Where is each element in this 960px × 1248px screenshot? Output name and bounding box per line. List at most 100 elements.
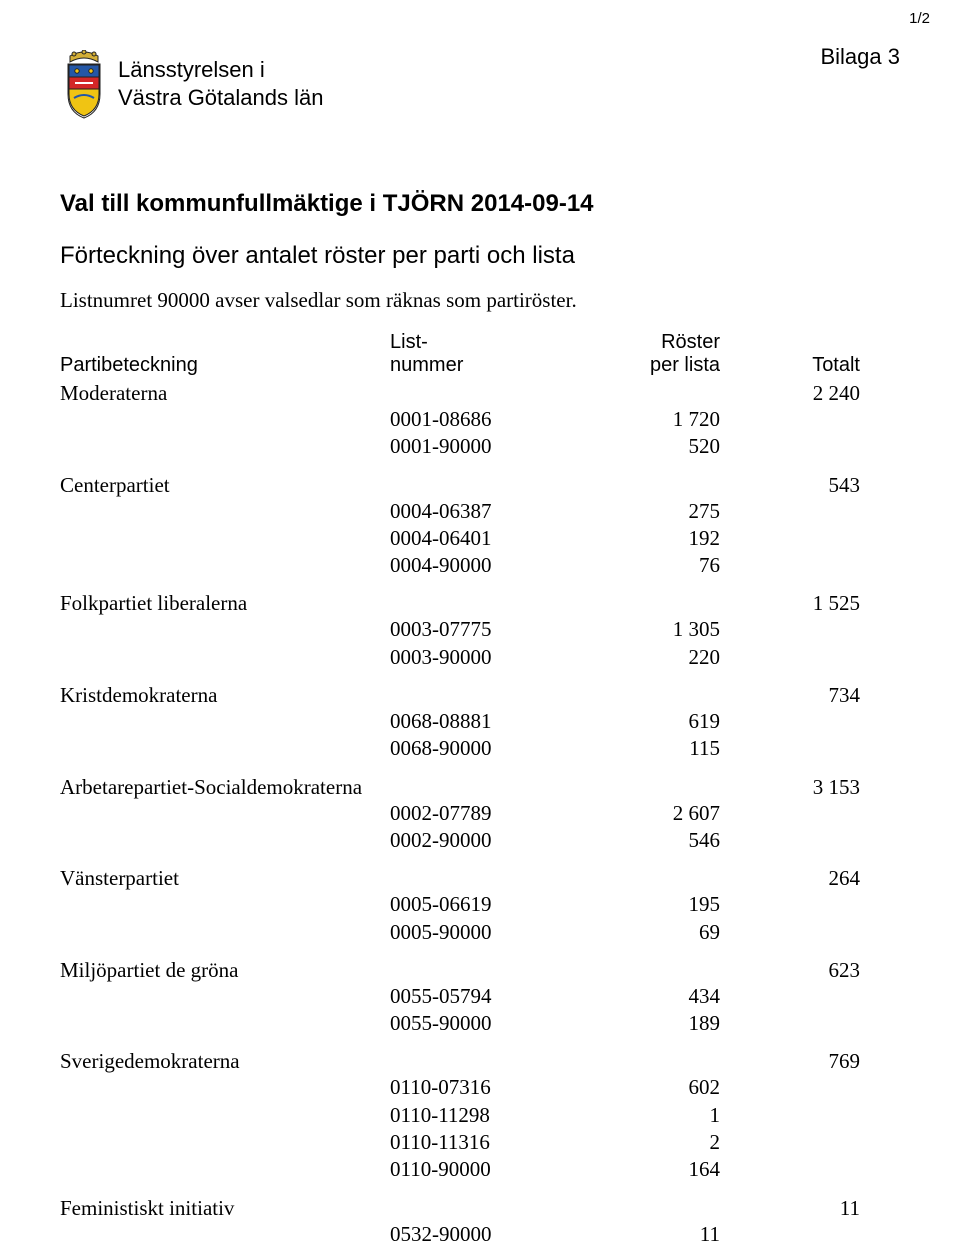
document-title: Val till kommunfullmäktige i TJÖRN 2014-…: [60, 190, 900, 218]
list-row: 0001-086861 720: [60, 406, 900, 433]
party-total: 11: [560, 1196, 860, 1221]
list-votes: 520: [560, 433, 720, 460]
list-number: 0002-90000: [390, 827, 560, 854]
list-row: 0002-90000546: [60, 827, 900, 854]
list-row: 0110-112981: [60, 1102, 900, 1129]
party-total: 264: [560, 866, 860, 891]
list-row: 0002-077892 607: [60, 800, 900, 827]
list-number: 0068-08881: [390, 708, 560, 735]
list-row: 0003-90000220: [60, 644, 900, 671]
party-row: Arbetarepartiet-Socialdemokraterna3 153: [60, 775, 900, 800]
party-total: 1 525: [560, 591, 860, 616]
list-votes: 164: [560, 1156, 720, 1183]
note-text: Listnumret 90000 avser valsedlar som räk…: [60, 288, 900, 313]
list-row: 0005-9000069: [60, 919, 900, 946]
party-row: Miljöpartiet de gröna623: [60, 958, 900, 983]
list-number: 0005-90000: [390, 919, 560, 946]
list-number: 0004-90000: [390, 552, 560, 579]
list-number: 0055-05794: [390, 983, 560, 1010]
list-votes: 76: [560, 552, 720, 579]
party-total: 734: [560, 683, 860, 708]
list-number: 0003-90000: [390, 644, 560, 671]
list-row: 0110-90000164: [60, 1156, 900, 1183]
party-name: Vänsterpartiet: [60, 866, 560, 891]
header-perlista-1: Röster: [560, 331, 720, 354]
header-listnum-1: List-: [390, 331, 560, 354]
header-total: Totalt: [812, 354, 860, 376]
list-votes: 546: [560, 827, 720, 854]
list-votes: 11: [560, 1221, 720, 1248]
list-votes: 192: [560, 525, 720, 552]
party-row: Sverigedemokraterna769: [60, 1049, 900, 1074]
org-line-1: Länsstyrelsen i: [118, 56, 323, 84]
party-total: 2 240: [560, 381, 860, 406]
list-row: 0004-06387275: [60, 498, 900, 525]
party-name: Centerpartiet: [60, 473, 560, 498]
header-block: Länsstyrelsen i Västra Götalands län: [60, 50, 900, 120]
list-number: 0110-11298: [390, 1102, 560, 1129]
list-number: 0001-08686: [390, 406, 560, 433]
list-votes: 434: [560, 983, 720, 1010]
list-number: 0110-90000: [390, 1156, 560, 1183]
list-votes: 220: [560, 644, 720, 671]
party-total: 623: [560, 958, 860, 983]
list-votes: 69: [560, 919, 720, 946]
party-row: Kristdemokraterna734: [60, 683, 900, 708]
party-name: Folkpartiet liberalerna: [60, 591, 560, 616]
list-row: 0110-113162: [60, 1129, 900, 1156]
list-number: 0110-07316: [390, 1074, 560, 1101]
list-number: 0001-90000: [390, 433, 560, 460]
page-number: 1/2: [909, 10, 930, 27]
list-row: 0055-90000189: [60, 1010, 900, 1037]
party-name: Sverigedemokraterna: [60, 1049, 560, 1074]
list-row: 0005-06619195: [60, 891, 900, 918]
list-number: 0068-90000: [390, 735, 560, 762]
list-number: 0005-06619: [390, 891, 560, 918]
list-votes: 195: [560, 891, 720, 918]
party-name: Moderaterna: [60, 381, 560, 406]
header-listnum-2: nummer: [390, 354, 560, 377]
list-row: 0055-05794434: [60, 983, 900, 1010]
list-votes: 2: [560, 1129, 720, 1156]
list-row: 0532-9000011: [60, 1221, 900, 1248]
party-row: Feministiskt initiativ11: [60, 1196, 900, 1221]
party-total: 3 153: [560, 775, 860, 800]
party-row: Centerpartiet543: [60, 473, 900, 498]
document-subtitle: Förteckning över antalet röster per part…: [60, 242, 900, 270]
party-row: Moderaterna2 240: [60, 381, 900, 406]
attachment-label: Bilaga 3: [820, 44, 900, 70]
list-votes: 2 607: [560, 800, 720, 827]
list-row: 0001-90000520: [60, 433, 900, 460]
organization-name: Länsstyrelsen i Västra Götalands län: [118, 56, 323, 111]
list-votes: 1 720: [560, 406, 720, 433]
list-votes: 602: [560, 1074, 720, 1101]
list-number: 0110-11316: [390, 1129, 560, 1156]
header-perlista-2: per lista: [560, 354, 720, 377]
list-number: 0003-07775: [390, 616, 560, 643]
header-party: Partibeteckning: [60, 354, 198, 376]
party-name: Arbetarepartiet-Socialdemokraterna: [60, 775, 560, 800]
list-votes: 115: [560, 735, 720, 762]
org-line-2: Västra Götalands län: [118, 84, 323, 112]
list-row: 0004-9000076: [60, 552, 900, 579]
party-name: Feministiskt initiativ: [60, 1196, 560, 1221]
list-row: 0004-06401192: [60, 525, 900, 552]
list-row: 0003-077751 305: [60, 616, 900, 643]
list-row: 0068-90000115: [60, 735, 900, 762]
list-number: 0002-07789: [390, 800, 560, 827]
party-row: Folkpartiet liberalerna1 525: [60, 591, 900, 616]
list-number: 0532-90000: [390, 1221, 560, 1248]
list-votes: 619: [560, 708, 720, 735]
list-row: 0110-07316602: [60, 1074, 900, 1101]
list-votes: 1: [560, 1102, 720, 1129]
party-name: Miljöpartiet de gröna: [60, 958, 560, 983]
list-number: 0004-06401: [390, 525, 560, 552]
list-number: 0055-90000: [390, 1010, 560, 1037]
votes-table: Partibeteckning List- nummer Röster per …: [60, 331, 900, 1248]
table-header: Partibeteckning List- nummer Röster per …: [60, 331, 900, 377]
crest-icon: [60, 50, 108, 120]
list-votes: 189: [560, 1010, 720, 1037]
list-number: 0004-06387: [390, 498, 560, 525]
party-row: Vänsterpartiet264: [60, 866, 900, 891]
list-row: 0068-08881619: [60, 708, 900, 735]
